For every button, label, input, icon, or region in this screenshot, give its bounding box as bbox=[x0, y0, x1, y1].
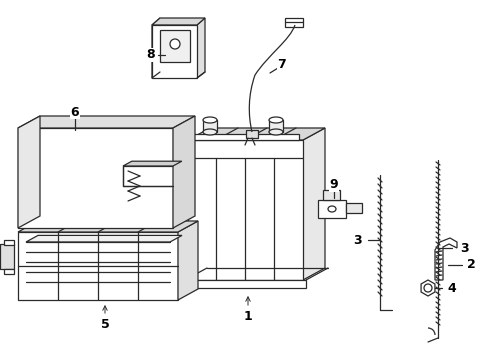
Bar bbox=[160, 30, 190, 62]
Polygon shape bbox=[187, 140, 303, 280]
Bar bbox=[285, 18, 303, 27]
Bar bbox=[203, 120, 217, 132]
Text: 6: 6 bbox=[71, 105, 79, 118]
Circle shape bbox=[423, 284, 431, 292]
Text: 4: 4 bbox=[446, 282, 455, 294]
Bar bbox=[4, 240, 14, 245]
Text: 8: 8 bbox=[146, 49, 155, 62]
Polygon shape bbox=[187, 128, 325, 140]
Polygon shape bbox=[152, 18, 160, 78]
Polygon shape bbox=[18, 232, 178, 300]
Text: 3: 3 bbox=[459, 242, 468, 255]
Ellipse shape bbox=[268, 117, 283, 123]
Polygon shape bbox=[18, 128, 173, 228]
Polygon shape bbox=[303, 128, 325, 280]
Polygon shape bbox=[152, 25, 197, 78]
Text: 5: 5 bbox=[101, 318, 109, 330]
Polygon shape bbox=[197, 18, 204, 78]
Polygon shape bbox=[434, 238, 456, 280]
Text: 3: 3 bbox=[353, 234, 361, 247]
Circle shape bbox=[170, 39, 180, 49]
Bar bbox=[245, 130, 258, 138]
Polygon shape bbox=[346, 203, 361, 213]
Polygon shape bbox=[18, 221, 198, 232]
Ellipse shape bbox=[203, 117, 217, 123]
Polygon shape bbox=[317, 200, 346, 218]
Polygon shape bbox=[26, 235, 182, 242]
Polygon shape bbox=[192, 134, 298, 140]
Bar bbox=[0, 244, 14, 269]
Text: 1: 1 bbox=[243, 310, 252, 323]
Polygon shape bbox=[323, 190, 339, 200]
Ellipse shape bbox=[327, 206, 335, 212]
Text: 2: 2 bbox=[466, 258, 475, 271]
Text: 7: 7 bbox=[277, 58, 286, 72]
Polygon shape bbox=[18, 116, 40, 228]
Bar bbox=[268, 120, 283, 132]
Polygon shape bbox=[123, 161, 182, 166]
Polygon shape bbox=[18, 116, 195, 128]
Bar bbox=[4, 269, 14, 274]
Polygon shape bbox=[184, 280, 305, 288]
Polygon shape bbox=[178, 221, 198, 300]
Polygon shape bbox=[152, 18, 204, 25]
Ellipse shape bbox=[203, 129, 217, 135]
Polygon shape bbox=[173, 116, 195, 228]
Text: 9: 9 bbox=[329, 179, 338, 192]
Ellipse shape bbox=[268, 129, 283, 135]
